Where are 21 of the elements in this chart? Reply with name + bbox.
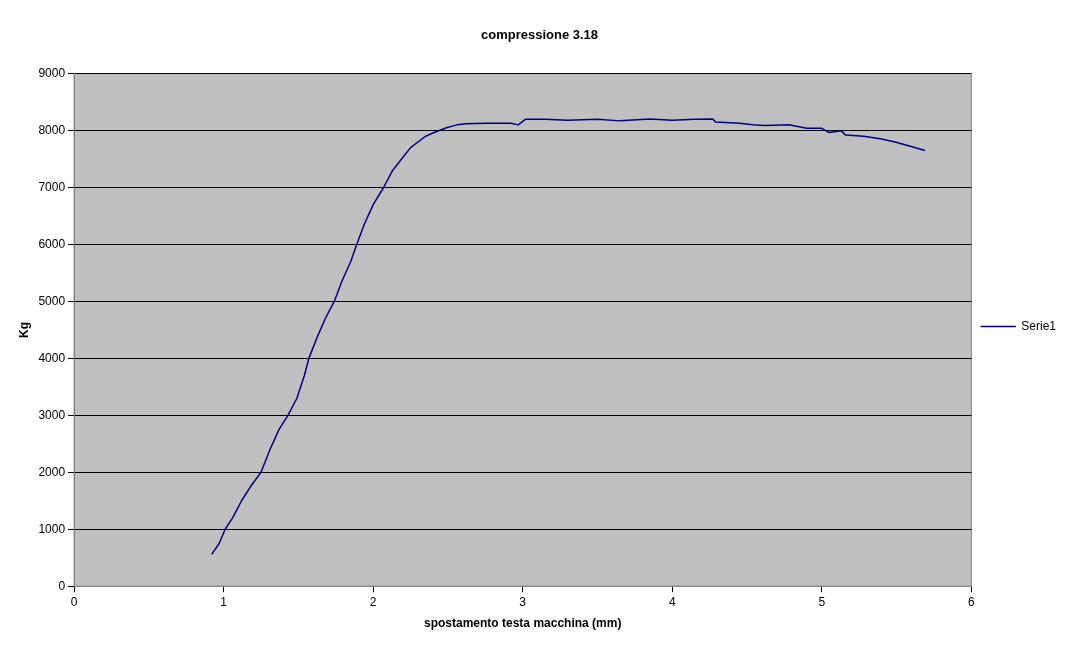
y-tick-label: 2000 (38, 464, 66, 479)
x-tick-label: 4 (668, 594, 676, 609)
y-tick-label: 3000 (38, 407, 66, 422)
y-tick-label: 7000 (38, 179, 66, 194)
y-tick-label: 9000 (38, 65, 66, 80)
x-tick-label: 1 (220, 594, 228, 609)
x-tick-label: 5 (818, 594, 826, 609)
y-tick-label: 1000 (38, 521, 66, 536)
x-tick-label: 3 (519, 594, 527, 609)
y-tick-label: 6000 (38, 236, 66, 251)
y-tick-label: 4000 (38, 350, 66, 365)
x-tick-label: 6 (967, 594, 975, 609)
y-tick-label: 0 (58, 578, 66, 593)
y-tick-label: 8000 (38, 122, 66, 137)
x-axis-title: spostamento testa macchina (mm) (424, 616, 622, 631)
x-tick-label: 0 (70, 594, 78, 609)
y-tick-label: 5000 (38, 293, 66, 308)
y-axis-title: Kg (16, 321, 31, 338)
legend-label: Serie1 (1021, 318, 1057, 333)
chart-title: compressione 3.18 (480, 27, 599, 43)
x-tick-label: 2 (369, 594, 377, 609)
